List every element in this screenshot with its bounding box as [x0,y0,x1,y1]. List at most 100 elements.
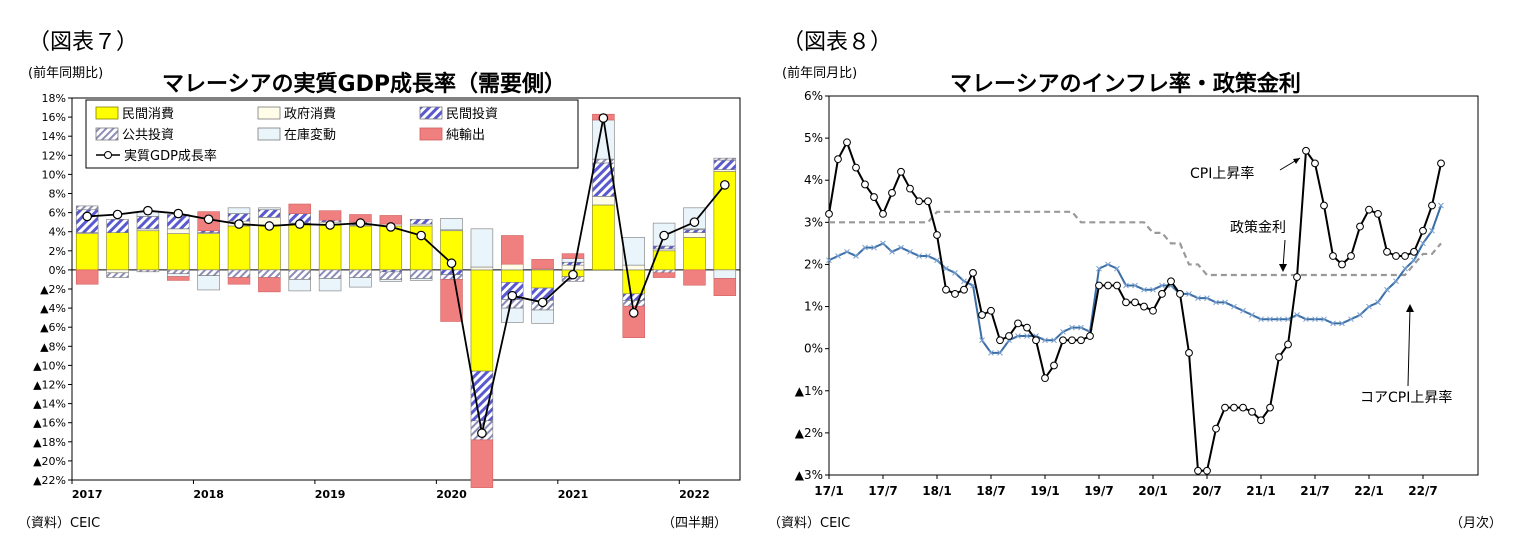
gdp-bar-segment [622,305,645,339]
core-cpi-marker [961,278,967,285]
cpi-x-tick-label: 19/7 [1084,484,1113,498]
core-cpi-marker [1051,337,1057,344]
right-frequency: （月次） [1450,516,1503,531]
gdp-bar-segment [349,225,372,271]
gdp-bar-segment [136,216,160,230]
cpi-marker [1221,403,1229,412]
gdp-growth-point [628,308,639,318]
cpi-marker [915,197,923,206]
cpi-marker [1248,407,1256,416]
cpi-marker [924,197,932,206]
gdp-legend-swatch [257,106,281,120]
gdp-bar-segment [561,261,585,266]
gdp-y-tick-label: ▲12% [33,379,66,392]
cpi-x-tick-label: 21/1 [1246,484,1275,498]
gdp-bar-segment [258,209,281,218]
core-cpi-marker [952,270,958,276]
core-cpi-marker [1357,312,1363,318]
gdp-bar-segment [440,218,463,231]
core-cpi-marker [1132,282,1138,289]
cpi-marker [1059,336,1067,345]
gdp-bar-segment [501,263,524,271]
core-cpi-annotation-arrow [1407,307,1411,387]
gdp-bar-segment [349,269,372,278]
core-cpi-marker [1060,328,1066,335]
core-cpi-marker [1240,307,1246,314]
gdp-bar-segment [501,299,524,309]
cpi-marker [1140,302,1148,311]
cpi-marker [1194,466,1202,475]
core-cpi-marker [1330,320,1336,327]
cpi-marker [825,210,833,218]
gdp-x-year-label: 2022 [679,488,710,501]
gdp-bar-segment [106,272,129,278]
core-cpi-marker [898,244,904,251]
gdp-bar-segment [167,233,190,271]
gdp-y-tick-label: 10% [42,168,66,181]
cpi-marker [1005,332,1013,340]
policy-rate-annotation: 政策金利 [1230,219,1286,236]
cpi-marker [1392,252,1400,260]
gdp-bar-segment [470,439,494,488]
gdp-growth-point [416,230,426,241]
cpi-marker [861,180,869,189]
cpi-y-tick-label: 5% [804,131,823,145]
core-cpi-marker [1321,316,1327,323]
cpi-marker [969,268,977,277]
cpi-marker [1374,210,1382,218]
gdp-growth-point [507,290,518,301]
cpi-x-tick-label: 22/1 [1354,484,1383,498]
cpi-marker [1095,281,1103,290]
gdp-bar-segment [75,269,99,285]
core-cpi-marker [1438,202,1444,209]
core-cpi-marker [1393,278,1399,285]
core-cpi-marker [979,337,985,344]
cpi-marker [960,285,968,294]
cpi-y-tick-label: ▲3% [795,468,823,482]
core-cpi-marker [1105,261,1111,268]
gdp-growth-point [598,113,609,123]
cpi-marker [1383,247,1391,256]
gdp-bar-segment [318,210,342,221]
cpi-marker [951,290,959,298]
core-cpi-marker [943,265,949,272]
core-cpi-marker [1195,295,1201,301]
gdp-bar-segment [440,274,463,280]
gdp-bar-segment [683,269,706,286]
core-cpi-marker [853,253,859,259]
cpi-marker [1023,323,1031,332]
core-cpi-marker [862,244,868,251]
core-cpi-marker [1222,299,1228,306]
core-cpi-marker [844,248,850,255]
gdp-legend-label: 民間消費 [122,107,174,122]
gdp-growth-point [720,180,730,190]
cpi-marker [897,167,905,176]
gdp-bar-segment [683,232,706,238]
gdp-bar-segment [470,228,494,268]
gdp-legend-swatch [95,106,119,120]
cpi-x-tick-label: 20/1 [1138,484,1167,498]
gdp-bar-segment [470,269,494,372]
cpi-marker [1311,159,1319,168]
cpi-x-tick-label: 22/7 [1408,484,1437,498]
gdp-bar-segment [136,230,160,271]
gdp-bar-segment [683,237,706,271]
cpi-marker [1122,298,1130,307]
cpi-marker [1428,201,1436,210]
core-cpi-marker [934,257,940,264]
left-frequency: （四半期） [662,516,728,531]
cpi-plot-frame [828,95,1479,476]
gdp-bar-segment [501,269,524,283]
core-cpi-marker [916,253,922,259]
core-cpi-marker [1303,316,1309,323]
cpi-marker [1410,247,1418,256]
gdp-stacked-bar-chart: 18% 16% 14% 12% 10% 8% 6% 4% 2% 0% ▲2% ▲4% ▲6% ▲8% ▲10… [33,92,741,501]
core-cpi-marker [1078,324,1084,331]
figure-label-7: （図表７） [28,30,139,55]
cpi-line [828,139,1442,472]
gdp-bar-segment [318,278,342,292]
gdp-bar-segment [75,205,99,211]
gdp-growth-point [203,214,214,225]
gdp-bar-segment [652,269,676,274]
gdp-y-tick-label: ▲6% [40,321,66,334]
